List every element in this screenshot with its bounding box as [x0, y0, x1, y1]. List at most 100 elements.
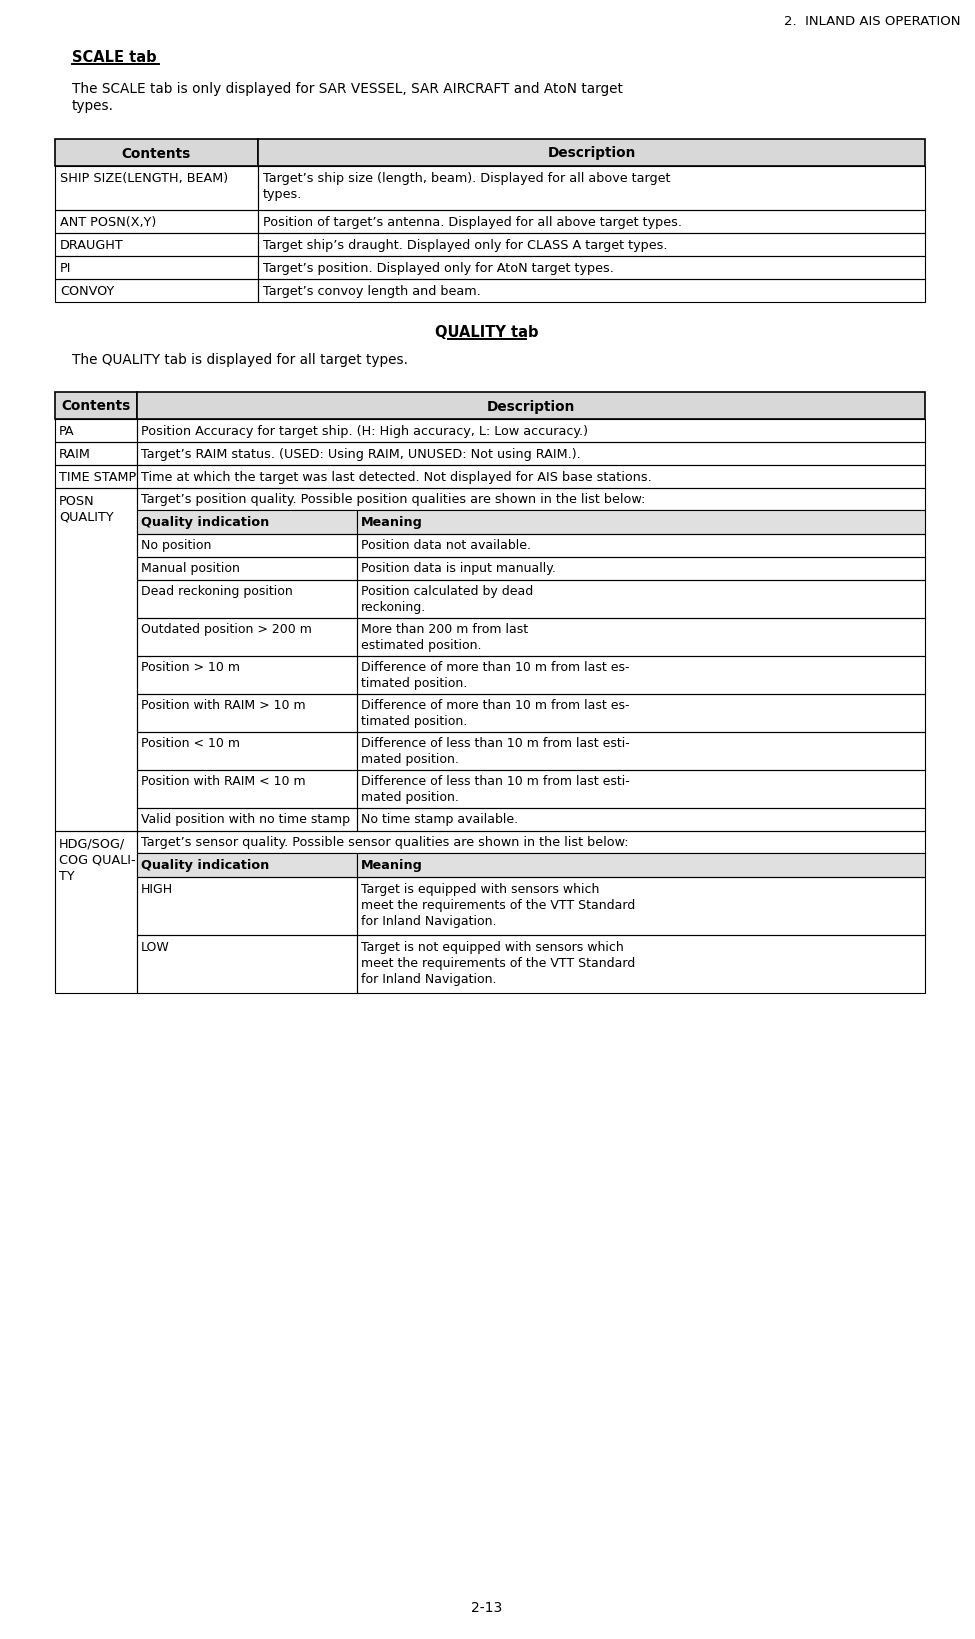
Bar [137, 488, 925, 511]
Text: Target’s sensor quality. Possible sensor qualities are shown in the list below:: Target’s sensor quality. Possible sensor… [141, 836, 629, 849]
Bar [55, 167, 258, 211]
Bar [137, 511, 357, 534]
Text: Position with RAIM > 10 m: Position with RAIM > 10 m [141, 698, 305, 711]
Text: Description: Description [487, 400, 575, 413]
Text: RAIM: RAIM [59, 447, 91, 461]
Text: Target’s position. Displayed only for AtoN target types.: Target’s position. Displayed only for At… [263, 262, 614, 275]
Text: SCALE tab: SCALE tab [72, 49, 157, 66]
Bar [357, 936, 925, 993]
Bar [137, 657, 357, 695]
Bar [357, 695, 925, 733]
Bar [357, 854, 925, 877]
Text: PA: PA [59, 425, 75, 438]
Text: Time at which the target was last detected. Not displayed for AIS base stations.: Time at which the target was last detect… [141, 470, 651, 484]
Text: Quality indication: Quality indication [141, 859, 269, 872]
Bar [137, 557, 357, 580]
Text: Description: Description [547, 146, 636, 161]
Text: Target is equipped with sensors which
meet the requirements of the VTT Standard
: Target is equipped with sensors which me… [361, 882, 636, 928]
Bar [137, 854, 357, 877]
Bar [137, 443, 925, 465]
Bar [137, 393, 925, 420]
Bar [137, 695, 357, 733]
Text: More than 200 m from last
estimated position.: More than 200 m from last estimated posi… [361, 623, 528, 652]
Text: Position data is input manually.: Position data is input manually. [361, 562, 556, 575]
Bar [137, 831, 925, 854]
Bar [55, 139, 258, 167]
Bar [55, 211, 258, 234]
Bar [137, 618, 357, 657]
Bar [357, 877, 925, 936]
Bar [55, 443, 137, 465]
Text: LOW: LOW [141, 941, 170, 954]
Text: Position with RAIM < 10 m: Position with RAIM < 10 m [141, 775, 305, 787]
Text: Target is not equipped with sensors which
meet the requirements of the VTT Stand: Target is not equipped with sensors whic… [361, 941, 636, 985]
Bar [55, 234, 258, 257]
Bar [137, 877, 357, 936]
Text: TIME STAMP: TIME STAMP [59, 470, 137, 484]
Bar [55, 420, 137, 443]
Bar [357, 657, 925, 695]
Text: HIGH: HIGH [141, 882, 174, 895]
Text: Target’s RAIM status. (USED: Using RAIM, UNUSED: Not using RAIM.).: Target’s RAIM status. (USED: Using RAIM,… [141, 447, 581, 461]
Text: Valid position with no time stamp: Valid position with no time stamp [141, 813, 350, 826]
Bar [137, 580, 357, 618]
Text: Difference of less than 10 m from last esti-
mated position.: Difference of less than 10 m from last e… [361, 736, 630, 765]
Bar [55, 393, 137, 420]
Bar [55, 831, 137, 993]
Text: No time stamp available.: No time stamp available. [361, 813, 518, 826]
Bar [55, 257, 258, 280]
Text: No position: No position [141, 539, 212, 552]
Text: The SCALE tab is only displayed for SAR VESSEL, SAR AIRCRAFT and AtoN target
typ: The SCALE tab is only displayed for SAR … [72, 82, 623, 113]
Bar [55, 465, 137, 488]
Bar [137, 770, 357, 808]
Bar [137, 733, 357, 770]
Bar [55, 280, 258, 303]
Text: Difference of less than 10 m from last esti-
mated position.: Difference of less than 10 m from last e… [361, 775, 630, 803]
Text: SHIP SIZE(LENGTH, BEAM): SHIP SIZE(LENGTH, BEAM) [60, 172, 228, 185]
Text: Position calculated by dead
reckoning.: Position calculated by dead reckoning. [361, 585, 533, 613]
Text: Meaning: Meaning [361, 859, 423, 872]
Text: The QUALITY tab is displayed for all target types.: The QUALITY tab is displayed for all tar… [72, 352, 408, 367]
Bar [357, 808, 925, 831]
Bar [357, 618, 925, 657]
Text: Position < 10 m: Position < 10 m [141, 736, 240, 749]
Text: Position data not available.: Position data not available. [361, 539, 531, 552]
Text: 2-13: 2-13 [471, 1600, 503, 1614]
Bar [258, 234, 925, 257]
Text: Target’s convoy length and beam.: Target’s convoy length and beam. [263, 285, 481, 298]
Text: Target’s position quality. Possible position qualities are shown in the list bel: Target’s position quality. Possible posi… [141, 493, 645, 506]
Bar [137, 534, 357, 557]
Text: Meaning: Meaning [361, 516, 423, 529]
Bar [357, 534, 925, 557]
Text: Target ship’s draught. Displayed only for CLASS A target types.: Target ship’s draught. Displayed only fo… [263, 239, 668, 252]
Bar [357, 511, 925, 534]
Text: ANT POSN(X,Y): ANT POSN(X,Y) [60, 216, 156, 229]
Bar [258, 280, 925, 303]
Bar [137, 808, 357, 831]
Text: QUALITY tab: QUALITY tab [435, 325, 539, 339]
Text: Quality indication: Quality indication [141, 516, 269, 529]
Text: HDG/SOG/
COG QUALI-
TY: HDG/SOG/ COG QUALI- TY [59, 838, 136, 882]
Text: Dead reckoning position: Dead reckoning position [141, 585, 292, 598]
Bar [137, 420, 925, 443]
Bar [137, 465, 925, 488]
Bar [137, 936, 357, 993]
Bar [258, 257, 925, 280]
Text: Manual position: Manual position [141, 562, 240, 575]
Text: Position of target’s antenna. Displayed for all above target types.: Position of target’s antenna. Displayed … [263, 216, 682, 229]
Text: 2.  INLAND AIS OPERATION: 2. INLAND AIS OPERATION [784, 15, 960, 28]
Text: Difference of more than 10 m from last es-
timated position.: Difference of more than 10 m from last e… [361, 661, 630, 690]
Text: PI: PI [60, 262, 71, 275]
Text: Position Accuracy for target ship. (H: High accuracy, L: Low accuracy.): Position Accuracy for target ship. (H: H… [141, 425, 588, 438]
Bar [258, 139, 925, 167]
Bar [258, 167, 925, 211]
Bar [357, 557, 925, 580]
Text: POSN
QUALITY: POSN QUALITY [59, 495, 114, 524]
Text: Target’s ship size (length, beam). Displayed for all above target
types.: Target’s ship size (length, beam). Displ… [263, 172, 671, 202]
Text: CONVOY: CONVOY [60, 285, 114, 298]
Text: Position > 10 m: Position > 10 m [141, 661, 240, 674]
Bar [357, 770, 925, 808]
Text: Contents: Contents [122, 146, 191, 161]
Bar [357, 580, 925, 618]
Text: Outdated position > 200 m: Outdated position > 200 m [141, 623, 312, 636]
